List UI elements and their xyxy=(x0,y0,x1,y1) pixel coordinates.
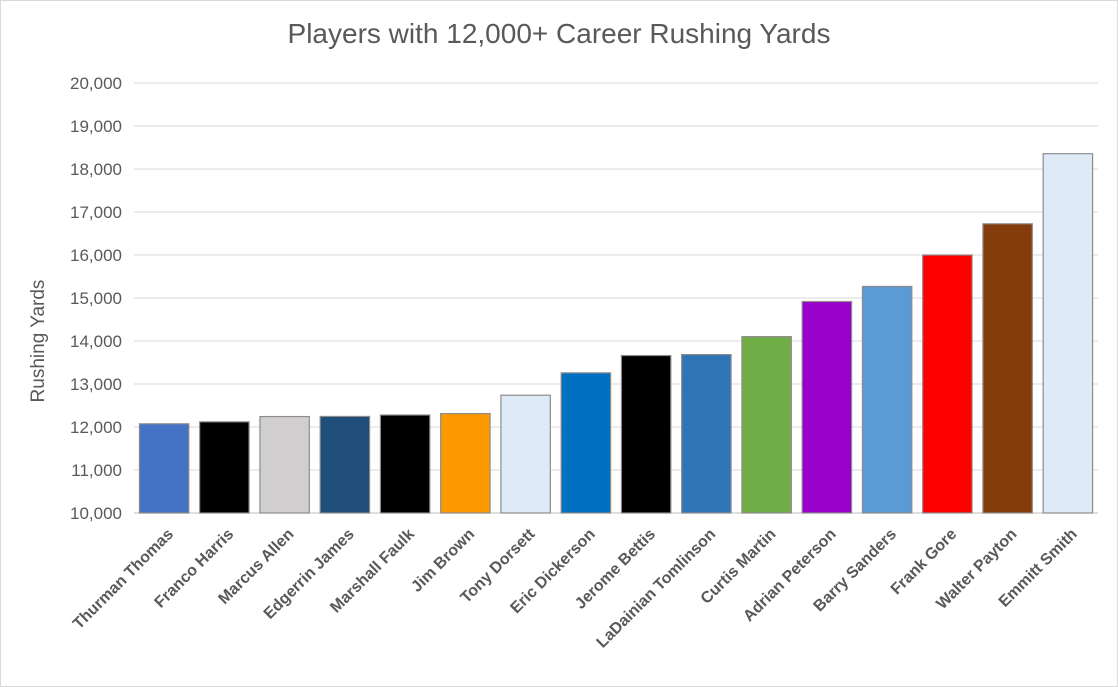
bar xyxy=(138,423,190,514)
y-tick-label: 17,000 xyxy=(70,203,122,222)
bar xyxy=(861,285,913,514)
x-tick-label: LaDainian Tomlinson xyxy=(594,526,720,652)
y-tick-label: 14,000 xyxy=(70,332,122,351)
bar xyxy=(560,372,612,514)
bar xyxy=(1042,153,1094,514)
bar xyxy=(681,353,732,514)
y-axis-label: Rushing Yards xyxy=(28,280,49,403)
bars xyxy=(138,153,1094,514)
chart-title: Players with 12,000+ Career Rushing Yard… xyxy=(287,18,831,49)
y-axis-ticks: 10,000 11,000 12,000 13,000 14,000 15,000 16,0… xyxy=(70,74,122,523)
y-tick-label: 16,000 xyxy=(70,246,122,265)
y-tick-label: 13,000 xyxy=(70,375,122,394)
bar xyxy=(259,415,310,514)
y-tick-label: 10,000 xyxy=(70,504,122,523)
bar xyxy=(500,394,551,514)
bar xyxy=(982,223,1033,514)
bar xyxy=(741,336,792,514)
y-tick-label: 20,000 xyxy=(70,74,122,93)
y-tick-label: 12,000 xyxy=(70,418,122,437)
x-tick-label: Thurman Thomas xyxy=(70,526,177,633)
bar xyxy=(199,421,250,514)
bar xyxy=(801,300,853,514)
bar xyxy=(620,354,672,514)
bar xyxy=(440,412,491,514)
y-tick-label: 15,000 xyxy=(70,289,122,308)
bar xyxy=(922,254,973,514)
y-tick-label: 19,000 xyxy=(70,117,122,136)
y-tick-label: 11,000 xyxy=(71,461,122,480)
y-tick-label: 18,000 xyxy=(70,160,122,179)
bar xyxy=(379,414,431,514)
bar xyxy=(319,415,371,514)
